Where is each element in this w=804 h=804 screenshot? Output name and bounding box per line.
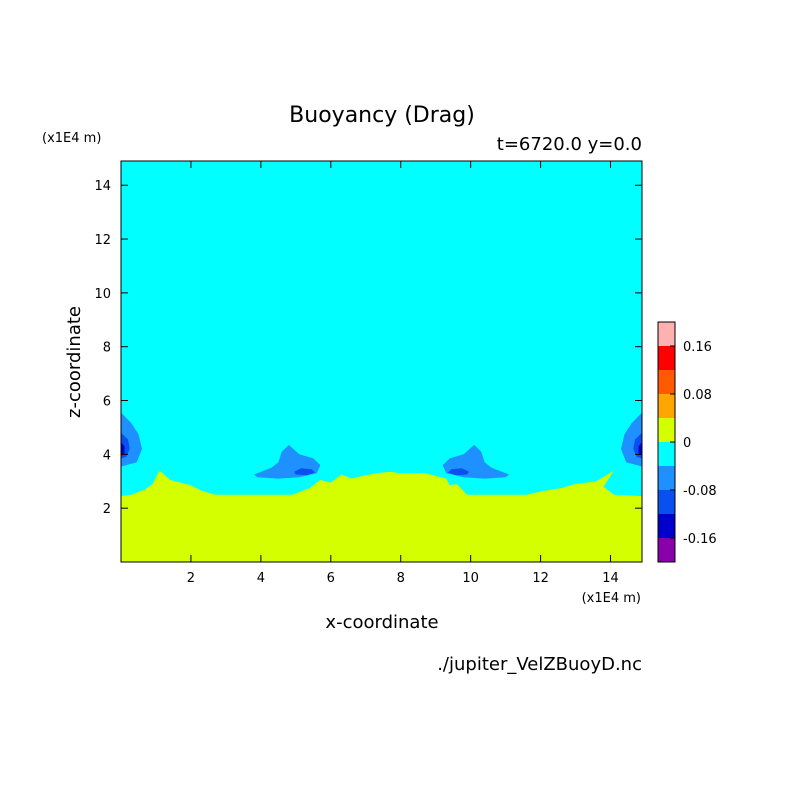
- plot-frame: [120, 160, 643, 563]
- contour-region-3: [121, 442, 125, 456]
- colorbar-swatch: [658, 514, 675, 538]
- x-tick-label: 8: [397, 571, 405, 586]
- contour-region-8: [294, 468, 316, 476]
- colorbar-swatch: [658, 442, 675, 466]
- source-file-label: ./jupiter_VelZBuoyD.nc: [437, 654, 642, 675]
- plot-area: [121, 161, 642, 562]
- x-axis-ticks: 2 4 6 8 10 12 14: [187, 161, 619, 586]
- contour-region-6: [638, 442, 642, 456]
- colorbar-swatch: [658, 322, 675, 346]
- colorbar-tick-label: -0.08: [683, 484, 717, 499]
- colorbar-swatch: [658, 538, 675, 562]
- contour-region-0: [121, 470, 642, 562]
- x-tick-label: 10: [462, 571, 479, 586]
- colorbar-tick-label: -0.16: [683, 532, 717, 547]
- y-axis-label: z-coordinate: [64, 306, 85, 418]
- colorbar-tick-label: 0.08: [683, 388, 712, 403]
- colorbar-swatch: [658, 418, 675, 442]
- x-axis-unit: (x1E4 m): [582, 591, 641, 606]
- y-tick-label: 6: [103, 395, 111, 410]
- chart-subtitle: t=6720.0 y=0.0: [497, 134, 642, 155]
- colorbar-tick-label: 0.16: [683, 340, 712, 355]
- colorbar-swatch: [658, 346, 675, 370]
- y-tick-label: 10: [94, 287, 111, 302]
- x-tick-label: 14: [602, 571, 619, 586]
- y-tick-label: 14: [94, 179, 111, 194]
- x-tick-label: 6: [327, 571, 335, 586]
- x-tick-label: 2: [187, 571, 195, 586]
- colorbar-swatch: [658, 394, 675, 418]
- colorbar-swatch: [658, 490, 675, 514]
- y-axis-ticks: 2 4 6 8 10 12 14: [94, 179, 642, 517]
- contour-region-10: [447, 468, 469, 476]
- y-tick-label: 4: [103, 448, 111, 463]
- x-tick-label: 4: [257, 571, 265, 586]
- y-tick-label: 2: [103, 502, 111, 517]
- chart-title: Buoyancy (Drag): [289, 103, 475, 128]
- colorbar-swatch: [658, 466, 675, 490]
- colorbar: 0.16 0.08 0 -0.08 -0.16: [657, 321, 717, 563]
- y-tick-label: 8: [103, 341, 111, 356]
- colorbar-tick-label: 0: [683, 436, 691, 451]
- x-tick-label: 12: [532, 571, 549, 586]
- y-axis-unit: (x1E4 m): [42, 131, 101, 146]
- x-axis-label: x-coordinate: [325, 612, 438, 633]
- colorbar-swatch: [658, 370, 675, 394]
- y-tick-label: 12: [94, 233, 111, 248]
